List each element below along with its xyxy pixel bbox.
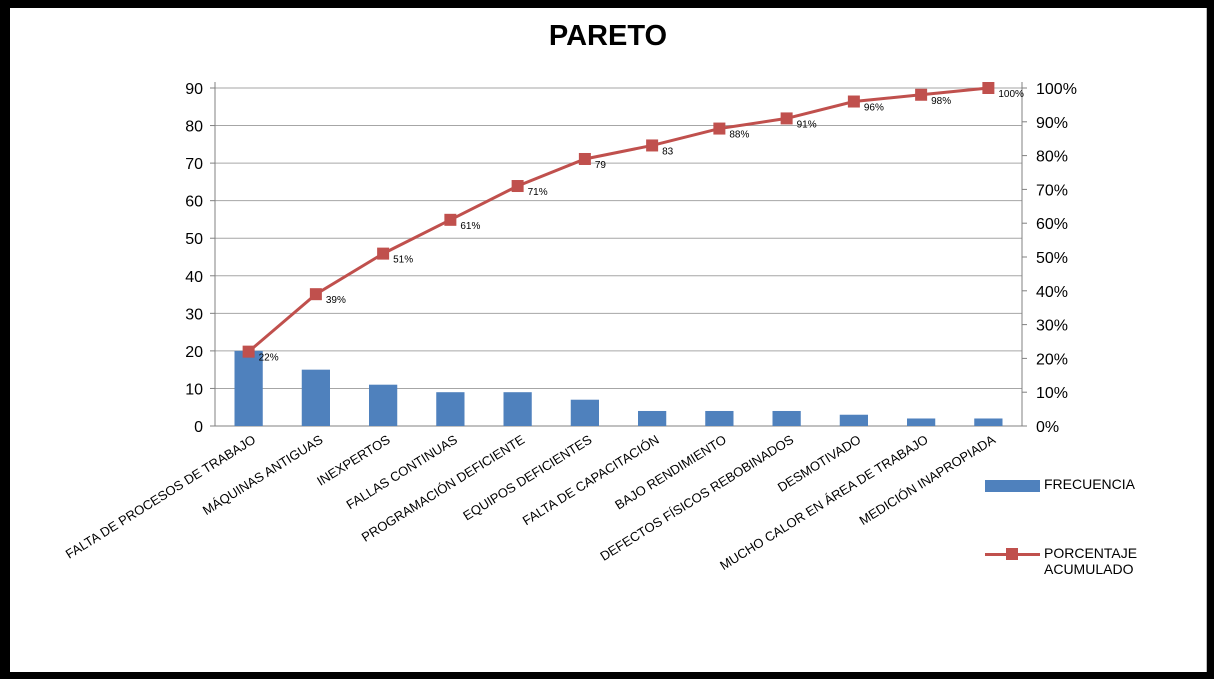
y-right-tick-label: 40% <box>1036 284 1068 301</box>
data-label: 91% <box>797 119 817 130</box>
bar <box>974 418 1003 426</box>
data-label: 39% <box>326 295 346 306</box>
x-tick-label: MÁQUINAS ANTIGUAS <box>200 432 326 518</box>
y-right-tick-label: 30% <box>1036 318 1068 335</box>
legend-label-porcentaje: PORCENTAJE ACUMULADO <box>1044 545 1138 577</box>
data-label: 71% <box>528 187 548 198</box>
chart-frame: PARETO 0 10 20 30 40 50 60 70 80 90 0% 10% 20% 30% 40%… <box>10 8 1207 672</box>
bar <box>234 350 263 426</box>
chart-title: PARETO <box>548 20 668 52</box>
legend-label-frecuencia: FRECUENCIA <box>1044 476 1136 492</box>
line-marker <box>309 288 322 301</box>
data-label: 88% <box>729 130 749 141</box>
y-right-tick-label: 20% <box>1036 351 1068 368</box>
y-left-tick-label: 40 <box>185 269 203 286</box>
legend-line-swatch <box>985 545 1040 565</box>
x-tick-label: FALLAS CONTINUAS <box>344 432 461 513</box>
line-marker <box>713 122 726 135</box>
pareto-chart: 0 10 20 30 40 50 60 70 80 90 0% 10% 20% 30% 40% 50% 60% 7… <box>63 81 1077 573</box>
bar <box>436 392 465 426</box>
line-marker <box>444 213 457 226</box>
y-right-tick-label: 80% <box>1036 149 1068 166</box>
line-marker <box>847 95 860 108</box>
line-marker <box>578 152 591 165</box>
data-label: 98% <box>931 96 951 107</box>
data-label: 83 <box>662 146 674 157</box>
y-right-tick-label: 100% <box>1036 81 1077 98</box>
line-marker <box>646 139 659 152</box>
y-right-tick-label: 10% <box>1036 385 1068 402</box>
y-right-tick-label: 60% <box>1036 216 1068 233</box>
y-right-tick-label: 50% <box>1036 250 1068 267</box>
data-label: 79 <box>595 160 607 171</box>
bar <box>772 410 801 426</box>
data-label: 100% <box>998 89 1024 100</box>
legend-bar-swatch <box>985 480 1040 492</box>
y-right-tick-label: 70% <box>1036 182 1068 199</box>
y-right-tick-label: 90% <box>1036 115 1068 132</box>
line-marker <box>780 112 793 125</box>
y-left-tick-label: 30 <box>185 306 203 323</box>
y-left-tick-label: 90 <box>185 81 203 98</box>
bar <box>503 392 532 426</box>
line-marker <box>915 88 928 101</box>
line-marker <box>982 82 995 94</box>
y-left-tick-label: 0 <box>194 419 203 436</box>
y-left-tick-label: 60 <box>185 194 203 211</box>
y-left-tick-label: 20 <box>185 344 203 361</box>
y-left-tick-label: 50 <box>185 231 203 248</box>
data-label: 61% <box>460 221 480 232</box>
bar <box>570 399 599 426</box>
bar <box>369 384 398 426</box>
x-tick-label: BAJO RENDIMIENTO <box>612 432 729 513</box>
legend-item-porcentaje: PORCENTAJE ACUMULADO <box>985 545 1184 577</box>
y-left-tick-label: 70 <box>185 156 203 173</box>
y-left-tick-label: 10 <box>185 381 203 398</box>
line-marker <box>377 247 390 260</box>
cumulative-line <box>247 86 989 353</box>
bar <box>301 369 330 426</box>
data-label: 96% <box>864 103 884 114</box>
data-label: 51% <box>393 255 413 266</box>
bar <box>638 410 667 426</box>
y-right-tick-label: 0% <box>1036 419 1059 436</box>
legend-item-frecuencia: FRECUENCIA <box>985 476 1135 492</box>
data-label: 22% <box>259 353 279 364</box>
bar <box>705 410 734 426</box>
line-marker <box>511 180 524 193</box>
bar <box>907 418 936 426</box>
y-left-tick-label: 80 <box>185 119 203 136</box>
bar <box>839 414 868 426</box>
line-marker <box>242 345 255 358</box>
